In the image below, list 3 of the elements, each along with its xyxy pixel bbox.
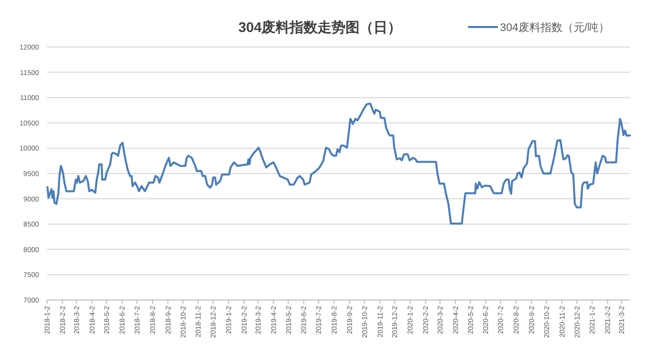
- legend-label: 304废料指数（元/吨）: [500, 21, 610, 34]
- chart-title: 304废料指数走势图（日）: [238, 19, 402, 35]
- line-series: [46, 102, 631, 225]
